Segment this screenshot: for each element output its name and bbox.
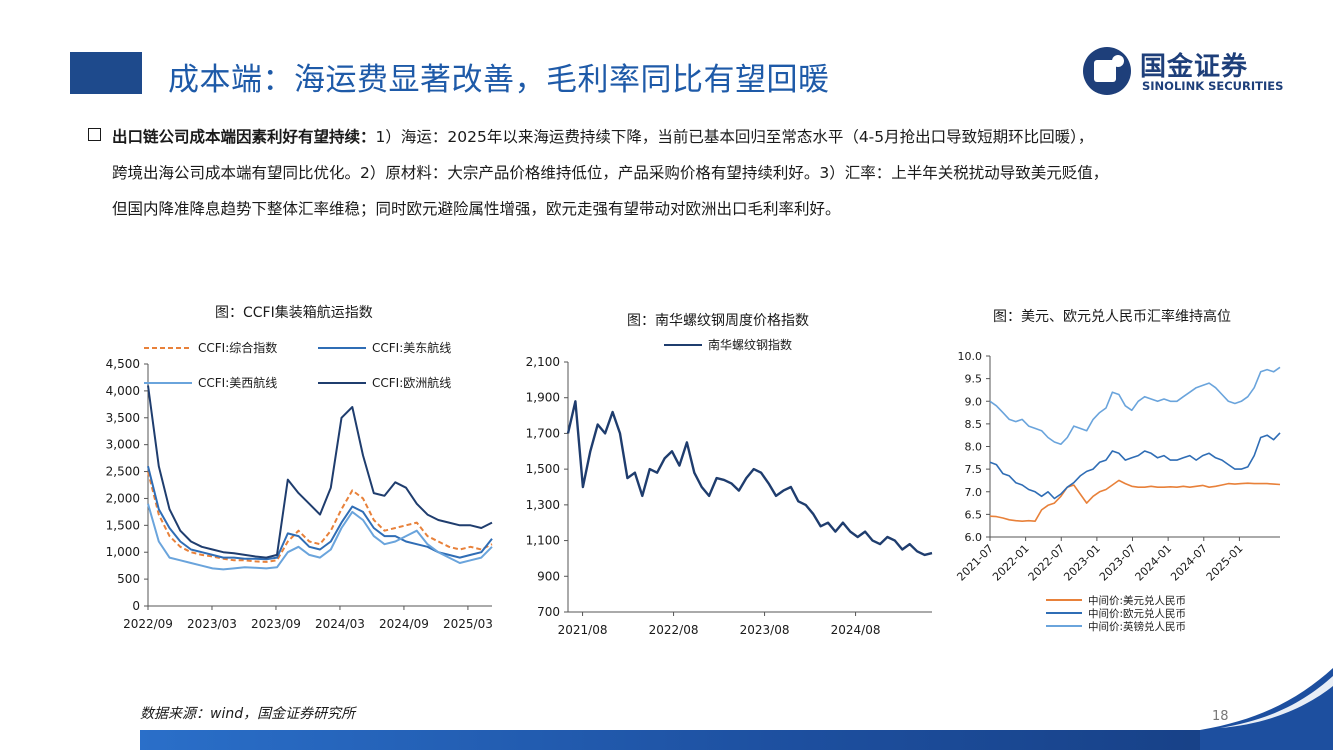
page-title: 成本端：海运费显著改善，毛利率同比有望回暖: [168, 62, 830, 98]
summary-line-3: 但国内降准降息趋势下整体汇率维稳；同时欧元避险属性增强，欧元走强有望带动对欧洲出…: [112, 200, 841, 218]
y-tick-label: 2,000: [106, 491, 140, 505]
summary-line-2: 跨境出海公司成本端有望同比优化。2）原材料：大宗产品价格维持低位，产品采购价格有…: [112, 164, 1109, 182]
x-tick-label: 2024/08: [831, 623, 881, 637]
x-tick-label: 2021/08: [558, 623, 608, 637]
y-tick-label: 3,500: [106, 411, 140, 425]
legend-label-1: CCFI:美东航线: [372, 340, 451, 355]
footer-bar: [140, 730, 1333, 750]
legend-label-2: CCFI:美西航线: [198, 375, 277, 390]
y-tick-label: 10.0: [958, 350, 983, 363]
y-tick-label: 8.5: [965, 418, 983, 431]
series-line-3: [147, 385, 493, 559]
x-tick-label: 2023-07: [1097, 542, 1139, 584]
x-tick-label: 2022-01: [990, 542, 1032, 584]
x-tick-label: 2024/09: [379, 617, 429, 631]
y-tick-label: 1,500: [526, 462, 560, 476]
company-logo: 国金证券 SINOLINK SECURITIES: [1082, 44, 1312, 100]
y-tick-label: 900: [537, 569, 560, 583]
y-tick-label: 6.5: [965, 508, 983, 521]
x-tick-label: 2024-01: [1133, 542, 1175, 584]
legend-label-1: 中间价:欧元兑人民币: [1088, 607, 1186, 620]
x-tick-label: 2023-01: [1061, 542, 1103, 584]
y-tick-label: 4,000: [106, 384, 140, 398]
x-tick-label: 2023/09: [251, 617, 301, 631]
footer-swoosh: [1200, 668, 1333, 750]
y-tick-label: 1,100: [526, 534, 560, 548]
logo-cn-text: 国金证券: [1140, 52, 1249, 82]
y-tick-label: 1,900: [526, 391, 560, 405]
page-number: 18: [1212, 709, 1229, 724]
y-tick-label: 1,000: [106, 545, 140, 559]
series-line-2: [989, 366, 1281, 445]
series-line-1: [989, 432, 1281, 500]
y-tick-label: 1,300: [526, 498, 560, 512]
y-tick-label: 2,100: [526, 355, 560, 369]
y-tick-label: 3,000: [106, 438, 140, 452]
chart2-title: 图：南华螺纹钢周度价格指数: [627, 313, 809, 329]
y-tick-label: 7.5: [965, 463, 983, 476]
summary-line-1: 出口链公司成本端因素利好有望持续：1）海运：2025年以来海运费持续下降，当前已…: [112, 119, 1312, 155]
y-tick-label: 8.0: [965, 441, 983, 454]
x-tick-label: 2024/03: [315, 617, 365, 631]
y-tick-label: 1,500: [106, 518, 140, 532]
legend-label-0: CCFI:综合指数: [198, 340, 277, 355]
x-tick-label: 2024-07: [1168, 542, 1210, 584]
x-tick-label: 2025/03: [443, 617, 493, 631]
y-tick-label: 700: [537, 605, 560, 619]
chart3-title: 图：美元、欧元兑人民币汇率维持高位: [993, 309, 1231, 325]
logo-en-text: SINOLINK SECURITIES: [1142, 79, 1284, 93]
chart1-title: 图：CCFI集装箱航运指数: [215, 305, 373, 321]
y-tick-label: 6.0: [965, 531, 983, 544]
y-tick-label: 2,500: [106, 465, 140, 479]
summary-lead: 出口链公司成本端因素利好有望持续：: [112, 128, 376, 146]
x-tick-label: 2021-07: [954, 542, 996, 584]
series-line-0: [989, 479, 1281, 522]
y-tick-label: 9.5: [965, 373, 983, 386]
series-line-0: [566, 400, 933, 557]
x-tick-label: 2023/03: [187, 617, 237, 631]
x-tick-label: 2023/08: [740, 623, 790, 637]
legend-label-0: 南华螺纹钢指数: [708, 337, 792, 352]
logo-mark-icon: [1083, 47, 1131, 95]
title-accent-bar: [70, 52, 142, 94]
y-tick-label: 7.0: [965, 486, 983, 499]
x-tick-label: 2022/09: [123, 617, 173, 631]
x-tick-label: 2022-07: [1026, 542, 1068, 584]
y-tick-label: 9.0: [965, 395, 983, 408]
y-tick-label: 1,700: [526, 426, 560, 440]
series-line-0: [147, 471, 493, 563]
x-tick-label: 2025-01: [1204, 542, 1246, 584]
y-tick-label: 4,500: [106, 357, 140, 371]
y-tick-label: 0: [132, 599, 140, 613]
bullet-square-icon: [88, 128, 101, 141]
legend-label-3: CCFI:欧洲航线: [372, 375, 451, 390]
legend-label-2: 中间价:英镑兑人民币: [1088, 620, 1186, 633]
legend-label-0: 中间价:美元兑人民币: [1088, 594, 1186, 607]
summary-line-1-text: 1）海运：2025年以来海运费持续下降，当前已基本回归至常态水平（4-5月抢出口…: [375, 128, 1094, 146]
y-tick-label: 500: [117, 572, 140, 586]
summary-paragraph: 出口链公司成本端因素利好有望持续：1）海运：2025年以来海运费持续下降，当前已…: [112, 119, 1312, 227]
x-tick-label: 2022/08: [649, 623, 699, 637]
data-source: 数据来源：wind，国金证券研究所: [140, 706, 356, 722]
series-line-2: [147, 503, 493, 571]
